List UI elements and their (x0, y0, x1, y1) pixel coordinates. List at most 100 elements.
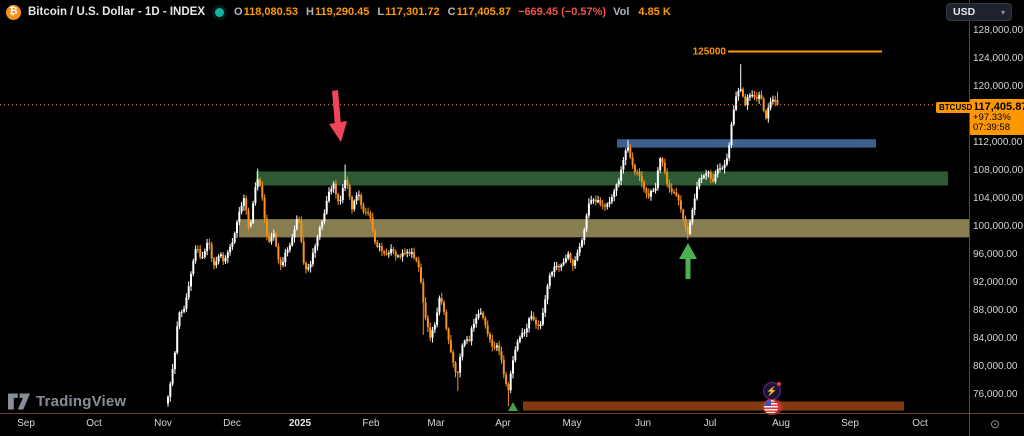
candle-down (346, 180, 349, 185)
candle-up (390, 248, 393, 254)
candle-up (576, 252, 579, 261)
candle-down (334, 183, 337, 195)
time-tick-apr: Apr (495, 418, 511, 429)
axis-settings-icon[interactable]: ⊙ (990, 417, 1001, 431)
time-tick-feb: Feb (362, 418, 380, 429)
candle-down (677, 195, 680, 201)
candle-up (696, 186, 698, 199)
candle-down (415, 257, 418, 261)
price-change: −669.45 (−0.57%) (518, 6, 607, 18)
candle-up (252, 203, 255, 223)
level-line-label[interactable]: 125000 (692, 46, 726, 58)
candle-up (698, 179, 701, 187)
candle-down (351, 197, 353, 210)
candle-up (201, 256, 204, 258)
candle-up (231, 242, 234, 247)
candle-up (716, 168, 719, 175)
candle-down (265, 218, 268, 236)
candle-up (555, 265, 558, 267)
candle-up (325, 200, 328, 214)
candle-up (206, 242, 209, 252)
candle-up (528, 318, 531, 329)
crypto-event-icon[interactable]: ⚡ (763, 382, 781, 400)
candle-up (431, 329, 434, 338)
symbol-header: ₿ Bitcoin / U.S. Dollar - 1D - INDEX O11… (6, 3, 671, 21)
candle-down (452, 352, 455, 363)
price-tick-104000: 104,000.00 (973, 192, 1024, 204)
candle-up (523, 332, 526, 334)
currency-dropdown-button[interactable]: USD ▾ (946, 3, 1012, 21)
candle-down (413, 252, 416, 258)
price-tick-124000: 124,000.00 (973, 52, 1024, 64)
candle-up (737, 90, 740, 97)
drawings-layer[interactable] (329, 50, 882, 411)
candle-up (341, 188, 344, 201)
candle-down (394, 251, 397, 257)
market-status-dot-icon[interactable] (215, 7, 224, 17)
candle-up (339, 200, 342, 202)
red-down-arrow-head[interactable] (329, 121, 347, 142)
candle-down (199, 249, 202, 258)
supply-zone-blue[interactable] (617, 139, 876, 148)
price-tick-128000: 128,000.00 (973, 24, 1024, 36)
candle-down (507, 384, 510, 391)
time-tick-sep: Sep (17, 418, 35, 429)
candle-up (521, 332, 524, 338)
us-economic-event-icon[interactable] (763, 399, 779, 415)
candle-down (447, 328, 450, 341)
candle-up (272, 233, 275, 238)
us-flag-canton (764, 400, 771, 406)
price-tick-120000: 120,000.00 (973, 80, 1024, 92)
support-zone-khaki[interactable] (239, 219, 969, 238)
candle-up (592, 199, 595, 201)
candle-up (714, 174, 717, 182)
candle-up (357, 194, 360, 196)
price-tick-88000: 88,000.00 (973, 305, 1018, 316)
green-up-arrow-head[interactable] (679, 243, 697, 259)
price-tick-80000: 80,000.00 (973, 361, 1018, 373)
zones-layer[interactable] (239, 139, 969, 411)
candle-down (675, 192, 678, 196)
time-tick-aug: Aug (772, 418, 790, 429)
red-down-arrow[interactable] (332, 90, 341, 126)
tradingview-logo[interactable]: TradingView (8, 393, 126, 410)
candle-up (723, 164, 726, 169)
candle-down (279, 259, 282, 265)
candle-up (548, 275, 551, 286)
candle-up (282, 262, 284, 265)
candle-up (470, 328, 473, 342)
candle-down (532, 316, 535, 321)
time-tick-may: May (562, 418, 582, 429)
support-zone-brown[interactable] (523, 401, 904, 411)
candle-up (581, 240, 583, 247)
green-up-arrow[interactable] (685, 258, 691, 279)
candle-up (574, 260, 577, 266)
candle-down (571, 259, 574, 266)
candle-up (544, 299, 547, 313)
candle-down (298, 218, 301, 222)
candle-down (774, 99, 777, 102)
time-tick-jul: Jul (703, 418, 717, 429)
green-triangle-marker[interactable] (508, 402, 518, 411)
candle-down (484, 317, 487, 326)
resistance-zone-green[interactable] (256, 171, 948, 186)
price-tick-100000: 100,000.00 (973, 220, 1024, 232)
candle-up (728, 145, 731, 159)
price-axis[interactable]: 128,000.00 124,000.00 120,000.00 112,000.00… (970, 0, 1024, 413)
candle-down (277, 246, 280, 260)
candle-down (360, 194, 363, 206)
candle-down (247, 210, 250, 227)
candle-up (236, 222, 238, 234)
candle-up (739, 89, 742, 91)
symbol-title[interactable]: Bitcoin / U.S. Dollar - 1D - INDEX (28, 6, 205, 18)
candle-up (656, 170, 659, 189)
candle-up (397, 255, 399, 257)
candle-down (440, 297, 443, 303)
candle-down (261, 185, 264, 198)
candle-up (514, 349, 517, 361)
candle-up (328, 191, 330, 201)
time-axis[interactable]: Sep Oct Nov Dec 2025 Feb Mar Apr May Jun Jul Aug Sep… (0, 414, 1024, 436)
candle-down (502, 359, 505, 375)
candle-up (751, 94, 754, 96)
